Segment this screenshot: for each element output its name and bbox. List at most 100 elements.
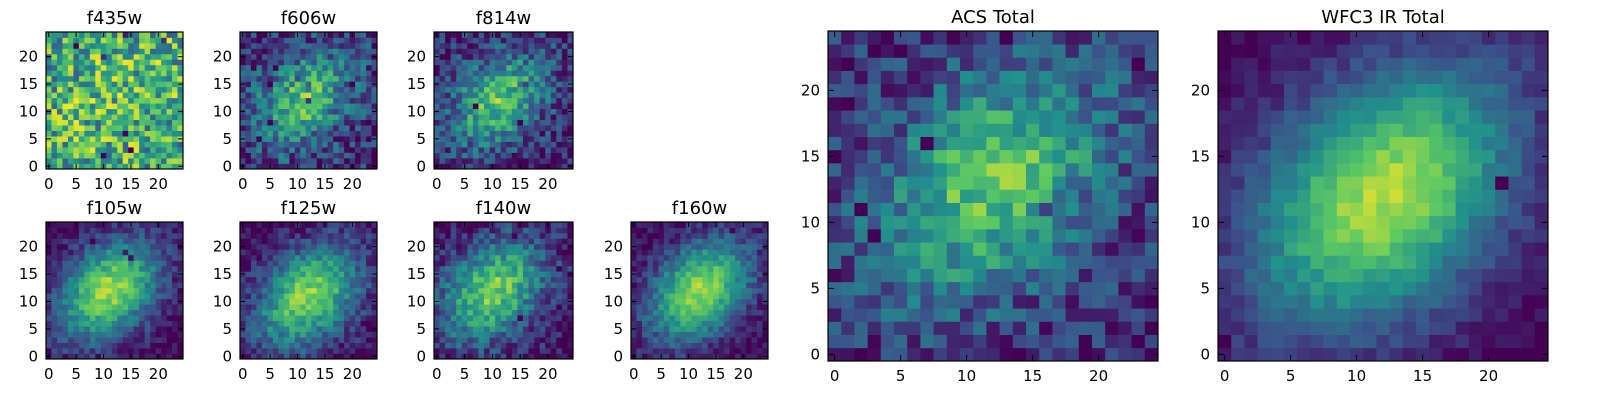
heatmap-cell [289,141,296,148]
heatmap-cell [724,298,730,305]
heatmap-cell [150,227,156,234]
heatmap-cell [117,136,124,142]
heatmap-cell [316,315,323,321]
heatmap-cell [450,147,457,153]
heatmap-cell [751,320,758,327]
heatmap-cell [729,238,736,245]
heatmap-cell [128,152,135,159]
heatmap-cell [261,75,268,82]
heatmap-cell [461,337,468,343]
heatmap-cell [740,227,747,234]
heatmap-cell [472,227,479,234]
heatmap-cell [718,282,725,289]
heatmap-cell [111,353,118,360]
heatmap-cell [631,287,637,294]
heatmap-cell [550,315,557,321]
heatmap-cell [517,287,524,294]
heatmap-cell [51,254,58,261]
heatmap-cell [294,75,301,82]
heatmap-cell [327,315,334,321]
heatmap-cell [322,75,329,82]
heatmap-cell [751,254,758,261]
heatmap-cell [289,337,296,343]
heatmap-cell [550,141,557,148]
heatmap-cell [250,331,257,338]
heatmap-cell [100,298,107,305]
heatmap-cell [360,147,367,153]
heatmap-cell [718,309,725,316]
heatmap-cell [366,70,372,77]
heatmap-cell [556,227,563,234]
heatmap-cell [561,32,568,38]
heatmap-cell [344,227,350,234]
heatmap-cell [56,298,63,305]
heatmap-cell [333,42,339,49]
heatmap-cell [550,282,557,289]
heatmap-cell [67,309,74,316]
heatmap-cell [278,222,285,228]
heatmap-cell [461,320,468,327]
heatmap-cell [445,37,452,44]
heatmap-cell [707,282,714,289]
heatmap-cell [880,347,895,362]
heatmap-cell [150,331,156,338]
heatmap-cell [283,353,290,360]
heatmap-cell [1131,255,1146,269]
x-tick-label: 15 [706,365,725,383]
heatmap-cell [450,152,457,159]
heatmap-cell [746,304,752,311]
heatmap-cell [256,348,263,354]
heatmap-cell [327,37,334,44]
heatmap-cell [674,232,681,239]
heatmap-cell [751,331,758,338]
heatmap-cell [95,53,102,60]
heatmap-cell [106,108,113,115]
heatmap-cell [550,249,557,256]
heatmap-cell [177,287,184,294]
heatmap-cell [161,293,167,300]
heatmap-cell [561,309,568,316]
heatmap-cell [729,337,736,343]
y-tick-label: 10 [407,292,426,310]
heatmap-cell [663,232,670,239]
heatmap-cell [867,202,882,217]
heatmap-cell [56,103,63,110]
heatmap-cell [366,265,372,272]
heatmap-cell [522,147,529,153]
heatmap-cell [177,48,184,55]
heatmap-cell [933,334,948,349]
heatmap-cell [46,331,52,338]
heatmap-cell [702,282,709,289]
heatmap-cell [73,320,80,327]
heatmap-cell [305,114,312,121]
heatmap-cell [78,326,85,332]
heatmap-cell [294,298,301,305]
heatmap-cell [707,331,714,338]
heatmap-cell [100,287,107,294]
panel-title: f606w [281,8,336,29]
heatmap-cell [680,282,687,289]
heatmap-cell [155,315,162,321]
heatmap-cell [973,268,987,283]
heatmap-cell [669,304,676,311]
heatmap-cell [511,42,518,49]
heatmap-cell [360,86,367,93]
heatmap-cell [867,176,882,190]
heatmap-cell [456,158,463,164]
heatmap-cell [172,152,178,159]
heatmap-cell [724,320,730,327]
heatmap-cell [67,315,74,321]
heatmap-cell [495,42,502,49]
heatmap-cell [506,238,513,245]
heatmap-cell [322,326,329,332]
heatmap-cell [500,232,507,239]
heatmap-cell [106,114,113,121]
heatmap-cell [95,243,102,250]
heatmap-cell [311,309,318,316]
heatmap-cell [561,141,568,148]
heatmap-cell [67,92,74,99]
heatmap-cell [371,59,378,66]
heatmap-cell [311,70,318,77]
heatmap-cell [718,254,725,261]
heatmap-cell [445,271,452,278]
